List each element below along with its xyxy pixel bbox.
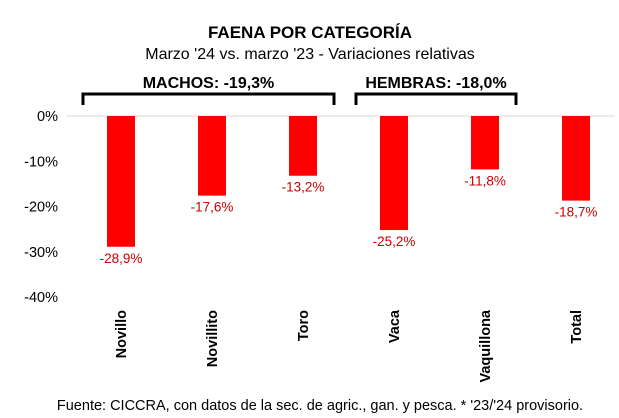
data-label: -17,6%	[191, 200, 234, 215]
group-label: HEMBRAS: -18,0%	[365, 75, 506, 92]
category-label: Novillito	[205, 310, 221, 367]
category-label: Novillo	[114, 310, 130, 358]
bar-toro	[289, 116, 317, 176]
chart-title: FAENA POR CATEGORÍA	[208, 23, 412, 42]
bar-vaca	[380, 116, 408, 231]
category-label: Vaca	[387, 309, 403, 343]
y-tick-label: -40%	[24, 290, 58, 306]
data-label: -13,2%	[282, 180, 325, 195]
bar-vaquillona	[471, 116, 499, 170]
group-bracket	[81, 92, 336, 105]
data-label: -18,7%	[555, 205, 598, 220]
group-label: MACHOS: -19,3%	[143, 75, 275, 92]
chart-subtitle: Marzo '24 vs. marzo '23 - Variaciones re…	[145, 46, 475, 63]
source-note: Fuente: CICCRA, con datos de la sec. de …	[57, 398, 583, 414]
bar-novillo	[107, 116, 135, 247]
group-bracket	[354, 92, 518, 105]
bar-novillito	[198, 116, 226, 196]
bar-total	[562, 116, 590, 201]
data-label: -11,8%	[464, 173, 506, 188]
y-tick-label: -10%	[24, 154, 58, 170]
y-tick-label: -30%	[24, 245, 58, 261]
category-label: Toro	[296, 310, 312, 341]
y-tick-label: 0%	[37, 109, 58, 125]
data-label: -28,9%	[100, 251, 143, 266]
category-label: Total	[569, 310, 585, 344]
y-tick-label: -20%	[24, 200, 58, 216]
category-label: Vaquillona	[478, 309, 494, 382]
data-label: -25,2%	[373, 234, 416, 249]
